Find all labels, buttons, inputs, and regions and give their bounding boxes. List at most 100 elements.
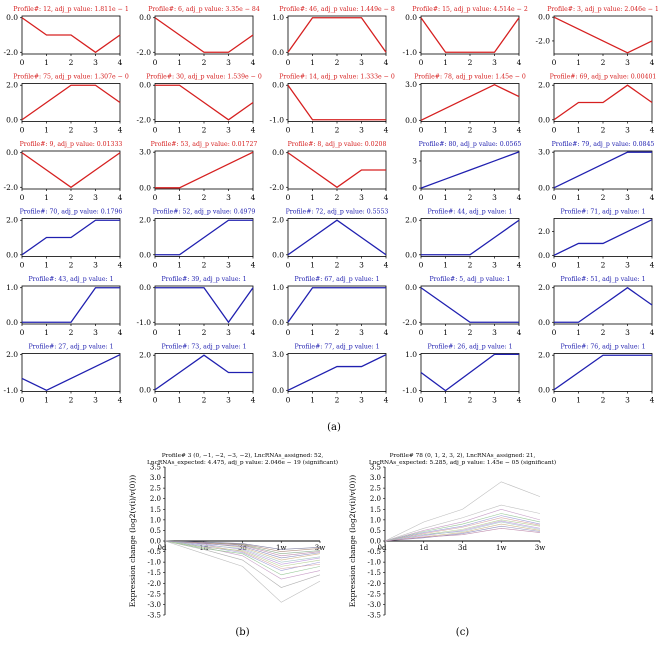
subplot-title: Profile#: 72, adj_p value: 0.5553 <box>286 209 389 216</box>
subplot-xtick-label: 2 <box>601 58 606 67</box>
subplot-xtick-label: 2 <box>601 126 606 135</box>
subplot-xtick-label: 2 <box>335 328 340 337</box>
subplot-xtick-label: 2 <box>335 193 340 202</box>
subplot-xtick-label: 1 <box>576 328 581 337</box>
subplot-xtick-label: 1 <box>177 193 182 202</box>
y-tick-label: -2.0 <box>148 580 162 588</box>
series-line-0 <box>164 540 321 603</box>
subplot-xtick-label: 1 <box>44 396 49 405</box>
profile-line <box>21 17 121 54</box>
subplot-xtick-label: 0 <box>153 193 158 202</box>
series-line-1 <box>384 504 541 542</box>
subplot-frame <box>287 353 387 392</box>
subplot-xtick-label: 4 <box>517 126 522 135</box>
subplot-xtick-label: 3 <box>226 126 231 135</box>
subplot-xtick-label: 0 <box>552 261 557 270</box>
subplot-ytick-label: 0.0 <box>6 250 18 259</box>
subplot-title: Profile#: 70, adj_p value: 0.1796 <box>20 209 123 216</box>
subplot-xtick-label: 4 <box>384 396 389 405</box>
subplot-xtick-label: 2 <box>468 126 473 135</box>
subplot-xtick-label: 2 <box>335 261 340 270</box>
subplot-ytick-label: -1.0 <box>403 48 418 57</box>
subplot-xtick-label: 1 <box>177 126 182 135</box>
subplot-title: Profile#: 79, adj_p value: 0.0845 <box>552 141 655 148</box>
subplot-xtick-label: 1 <box>177 58 182 67</box>
subplot-xtick-label: 1 <box>44 126 49 135</box>
subplot-xtick-label: 3 <box>625 126 630 135</box>
subplot-xtick-label: 0 <box>419 58 424 67</box>
y-tick-label: -3.0 <box>148 601 162 609</box>
subplot-xtick-label: 4 <box>650 126 655 135</box>
subplot-24: Profile#: 51, adj_p value: 1 2.0 0.00 1 2 3 4 <box>538 276 655 337</box>
x-tick-label: 3d <box>238 544 247 552</box>
profile-line <box>287 219 387 256</box>
subplot-xtick-label: 0 <box>20 328 25 337</box>
subplot-xtick-label: 3 <box>226 261 231 270</box>
subplot-ytick-label: 0.0 <box>272 318 284 327</box>
subplot-xtick-label: 1 <box>576 261 581 270</box>
subplot-xtick-label: 1 <box>576 396 581 405</box>
x-tick-label: 0d <box>378 544 387 552</box>
subplot-29: Profile#: 76, adj_p value: 1 2.0 0.00 1 2 3 4 <box>538 344 655 405</box>
subplot-ytick-label: -2.0 <box>4 48 19 57</box>
subplot-ytick-label: -2.0 <box>137 48 152 57</box>
subplot-ytick-label: 0.0 <box>272 81 284 90</box>
y-tick-label: -2.0 <box>368 580 382 588</box>
profile-line <box>287 354 387 391</box>
subplot-ytick-label: 2.0 <box>6 216 18 225</box>
subplot-xtick-label: 3 <box>625 193 630 202</box>
subplot-ytick-label: 0.0 <box>139 183 151 192</box>
subplot-title: Profile#: 30, adj_p value: 1.539e − 0 <box>146 74 262 81</box>
series-line-3 <box>164 540 321 576</box>
subplot-frame <box>21 83 121 122</box>
profile-line <box>554 286 653 323</box>
subplot-xtick-label: 1 <box>443 328 448 337</box>
subplot-xtick-label: 1 <box>576 58 581 67</box>
subplot-xtick-label: 3 <box>359 193 364 202</box>
profile-line <box>21 152 121 189</box>
subplot-ytick-label: 2.0 <box>272 216 284 225</box>
y-tick-label: 3.5 <box>150 464 161 472</box>
subplot-xtick-label: 2 <box>202 193 207 202</box>
series-line-2 <box>384 508 541 542</box>
series-line-11 <box>384 528 541 542</box>
subplot-title: Profile#: 27, adj_p value: 1 <box>28 344 113 351</box>
subplot-xtick-label: 4 <box>251 328 256 337</box>
subplot-ytick-label: 3.0 <box>139 148 151 157</box>
subplot-xtick-label: 0 <box>20 193 25 202</box>
y-tick-label: -3.0 <box>368 601 382 609</box>
subplot-frame <box>287 83 387 122</box>
subplot-xtick-label: 4 <box>118 396 123 405</box>
subplot-26: Profile#: 73, adj_p value: 1 2.0 0.00 1 2 3 4 <box>139 344 256 405</box>
profile-line <box>21 84 121 121</box>
subplot-xtick-label: 4 <box>384 193 389 202</box>
profile-line <box>420 83 520 121</box>
y-tick-label: 1.0 <box>370 516 381 524</box>
subplot-title: Profile#: 46, adj_p value: 1.449e − 8 <box>279 6 395 13</box>
subplot-xtick-label: 0 <box>286 58 291 67</box>
subplot-xtick-label: 0 <box>552 58 557 67</box>
subplot-ytick-label: 0.0 <box>139 13 151 22</box>
subplot-xtick-label: 2 <box>69 261 74 270</box>
subplot-xtick-label: 1 <box>443 58 448 67</box>
subplot-xtick-label: 3 <box>359 396 364 405</box>
panel-title-line2: LncRNAs_expected: 4.475, adj_p value: 2.… <box>147 459 338 466</box>
x-tick-label: 1w <box>276 544 286 552</box>
y-tick-label: -2.5 <box>368 590 382 598</box>
subplot-xtick-label: 1 <box>310 261 315 270</box>
series-line-4 <box>384 515 541 542</box>
profile-line <box>420 287 519 323</box>
y-tick-label: 3.0 <box>150 474 161 482</box>
profile-line <box>21 219 120 256</box>
subplot-ytick-label: 2.0 <box>538 81 550 90</box>
panel-c: Profile# 78 (0, 1, 2, 3, 2), LncRNAs_ass… <box>348 452 556 620</box>
y-tick-label: 0.5 <box>150 527 161 535</box>
subplot-xtick-label: 2 <box>202 58 207 67</box>
subplot-xtick-label: 2 <box>601 396 606 405</box>
subplot-xtick-label: 3 <box>625 328 630 337</box>
subplot-ytick-label: -2.0 <box>536 36 551 45</box>
subplot-xtick-label: 0 <box>419 193 424 202</box>
subplot-ytick-label: 0 <box>412 184 417 193</box>
subplot-xtick-label: 3 <box>625 396 630 405</box>
